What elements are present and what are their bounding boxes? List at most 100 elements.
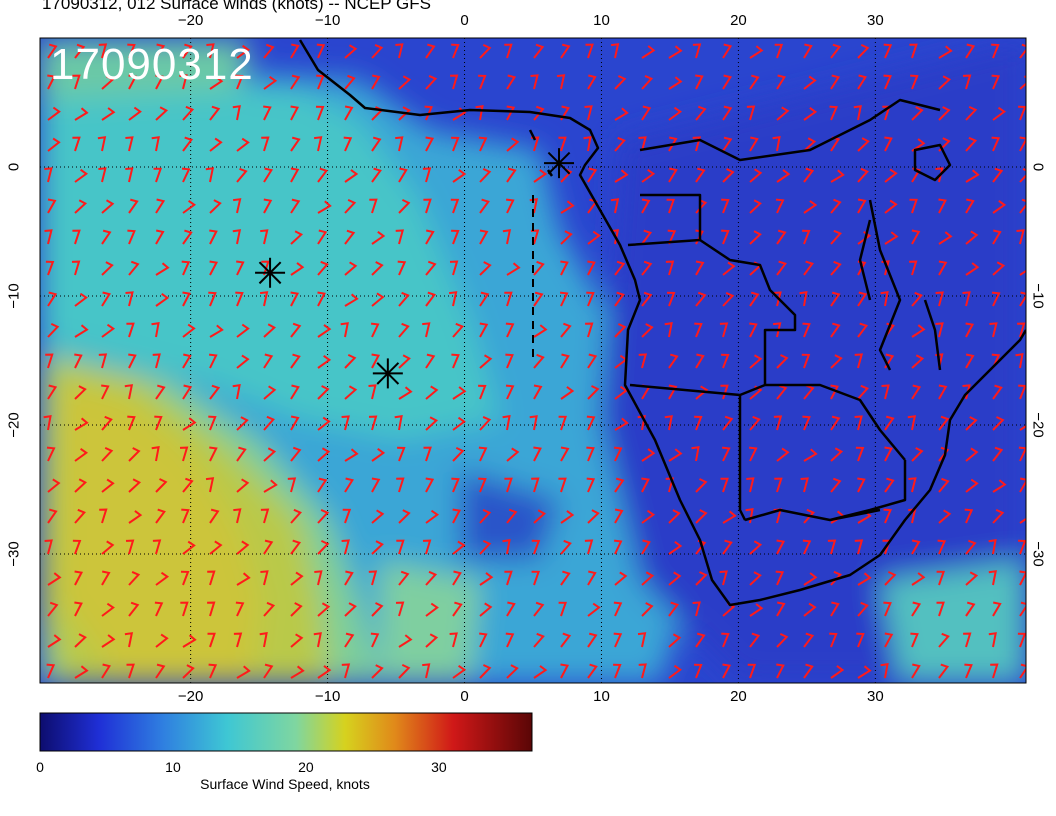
wind-barb xyxy=(695,74,704,90)
wind-barb xyxy=(478,477,487,493)
wind-barb xyxy=(153,167,163,183)
wind-barb xyxy=(938,75,952,90)
wind-barb xyxy=(908,477,917,493)
wind-barb xyxy=(694,663,703,679)
wind-barb xyxy=(530,74,539,90)
wind-barb xyxy=(263,167,273,183)
wind-barb xyxy=(290,446,302,462)
wind-barb xyxy=(937,539,947,555)
wind-barb xyxy=(884,632,894,648)
wind-barb xyxy=(776,106,790,121)
wind-barb xyxy=(505,353,514,369)
wind-barb xyxy=(236,416,249,431)
wind-barb xyxy=(127,415,136,431)
wind-barb xyxy=(749,45,764,59)
wind-barb xyxy=(206,43,215,59)
wind-barb xyxy=(638,663,647,679)
map-frame xyxy=(39,37,1027,684)
wind-barb xyxy=(398,570,410,586)
wind-barb xyxy=(128,478,142,493)
wind-barb xyxy=(235,601,245,617)
wind-barb xyxy=(668,633,682,648)
wind-barb xyxy=(533,665,548,679)
wind-barb xyxy=(452,570,462,586)
wind-barb xyxy=(261,260,270,276)
wind-barb xyxy=(613,539,623,555)
wind-barb xyxy=(72,229,81,245)
wind-barb xyxy=(803,43,813,59)
wind-barb xyxy=(47,291,58,307)
wind-barb xyxy=(368,415,378,431)
wind-barb xyxy=(668,384,678,400)
wind-barb xyxy=(638,353,648,369)
wind-barb xyxy=(533,509,546,524)
lon-tick-label: 30 xyxy=(867,12,884,29)
wind-barb xyxy=(936,601,945,617)
wind-barb xyxy=(263,539,274,555)
wind-barb xyxy=(232,229,242,245)
wind-barb xyxy=(260,508,270,524)
wind-barb xyxy=(344,570,354,586)
wind-barb xyxy=(74,633,87,648)
wind-barb xyxy=(504,477,513,493)
wind-barb xyxy=(909,43,918,59)
wind-barb xyxy=(128,353,137,369)
wind-barb xyxy=(853,105,862,121)
wind-barb xyxy=(614,169,629,183)
wind-barb xyxy=(938,198,947,214)
wind-barb xyxy=(125,291,134,307)
wind-barb xyxy=(641,571,655,586)
wind-barb xyxy=(208,291,217,307)
wind-barb xyxy=(422,663,431,679)
wind-barb xyxy=(127,43,136,59)
lake-malawi xyxy=(923,299,942,371)
lon-tick-label: 20 xyxy=(730,12,747,29)
wind-barb xyxy=(992,199,1007,214)
wind-barb xyxy=(209,260,219,276)
wind-barb xyxy=(74,665,89,679)
wind-barb xyxy=(74,601,83,617)
wind-barb xyxy=(692,136,702,152)
wind-barb xyxy=(155,262,170,276)
wind-barb xyxy=(988,538,997,555)
wind-barb xyxy=(152,353,161,369)
asterisk-marker-1 xyxy=(255,257,286,288)
lon-tick-label: 30 xyxy=(867,688,884,705)
wind-barb xyxy=(587,230,601,245)
wind-barb xyxy=(398,198,411,214)
wind-barb xyxy=(344,293,359,307)
wind-barb xyxy=(47,384,58,400)
wind-barb xyxy=(451,229,460,245)
wind-barb xyxy=(965,447,979,462)
wind-barb xyxy=(803,137,817,152)
wind-barb xyxy=(370,632,380,648)
wind-barb xyxy=(479,291,490,307)
wind-barb xyxy=(776,229,787,245)
wind-barb xyxy=(371,74,381,90)
wind-barb xyxy=(74,292,88,307)
wind-barb xyxy=(587,663,598,679)
wind-barb xyxy=(587,353,598,369)
wind-barb xyxy=(236,260,245,276)
wind-barb xyxy=(722,43,733,59)
asterisk-marker-2 xyxy=(372,358,403,389)
wind-barb xyxy=(965,136,978,152)
wind-barb xyxy=(260,570,269,586)
wind-barb xyxy=(236,478,250,493)
wind-barb xyxy=(802,539,812,555)
wind-barb xyxy=(313,632,322,648)
coastlines xyxy=(298,39,1026,607)
wind-barb xyxy=(911,601,922,617)
wind-barb xyxy=(935,291,944,307)
wind-barb xyxy=(425,477,435,493)
country-borders xyxy=(627,98,941,522)
wind-barb xyxy=(799,290,808,307)
wind-barb xyxy=(533,324,548,338)
wind-barb xyxy=(290,230,304,245)
wind-barb xyxy=(587,509,600,524)
wind-barb xyxy=(1019,601,1026,617)
wind-barb xyxy=(425,291,437,307)
wind-barb xyxy=(637,415,646,431)
wind-barb xyxy=(449,260,459,276)
wind-barb xyxy=(803,200,818,214)
